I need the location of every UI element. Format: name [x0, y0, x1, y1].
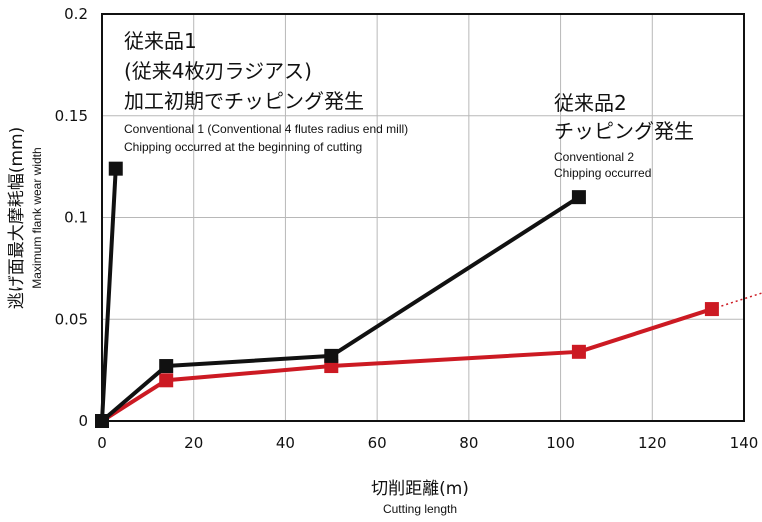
x-tick-label: 80: [459, 434, 478, 452]
x-tick-label: 140: [730, 434, 759, 452]
x-axis-ticks: 0 20 40 60 80 100 120 140: [97, 434, 758, 452]
y-tick-label: 0.15: [55, 107, 88, 125]
x-tick-label: 20: [184, 434, 203, 452]
x-axis-label-en: Cutting length: [383, 502, 457, 516]
plot-frame: [101, 13, 745, 422]
y-tick-label: 0.05: [55, 310, 88, 328]
data-point: [324, 348, 339, 363]
conv1-note: 加工初期でチッピング発生: [124, 89, 364, 113]
x-tick-label: 100: [546, 434, 575, 452]
y-tick-label: 0: [78, 412, 88, 430]
series-1: [95, 161, 586, 428]
conv2-en-line-1: Conventional 2: [554, 150, 634, 164]
y-tick-label: 0.2: [64, 5, 88, 23]
annotation-conventional-1: 従来品1 (従来4枚刃ラジアス) 加工初期でチッピング発生 Convention…: [124, 29, 408, 154]
y-axis-label: 逃げ面最大摩耗幅(mm): [7, 127, 27, 309]
x-tick-label: 40: [276, 434, 295, 452]
data-point: [704, 302, 719, 317]
data-point: [159, 359, 174, 374]
data-point: [571, 344, 586, 359]
y-tick-label: 0.1: [64, 209, 88, 227]
y-axis-label-en: Maximum flank wear width: [30, 147, 44, 288]
conv1-en-line-1: Conventional 1 (Conventional 4 flutes ra…: [124, 122, 408, 136]
conv1-title: 従来品1: [124, 29, 197, 53]
y-axis-ticks: 0 0.05 0.1 0.15 0.2: [55, 5, 88, 430]
conv2-title: 従来品2: [554, 91, 627, 115]
x-tick-label: 120: [638, 434, 667, 452]
conv2-en-line-2: Chipping occurred: [554, 166, 651, 180]
conv2-note: チッピング発生: [554, 119, 694, 143]
annotation-conventional-2: 従来品2 チッピング発生 Conventional 2 Chipping occ…: [554, 91, 694, 180]
conv1-subtitle: (従来4枚刃ラジアス): [124, 59, 312, 83]
x-tick-label: 0: [97, 434, 107, 452]
series-line: [100, 166, 580, 423]
series-layer: [95, 161, 762, 428]
data-point: [571, 190, 586, 205]
x-tick-label: 60: [368, 434, 387, 452]
series-0: [95, 292, 762, 428]
trend-extension: [711, 292, 762, 310]
x-axis-label: 切削距離(m): [371, 479, 469, 499]
data-point: [108, 161, 123, 176]
conv1-en-line-2: Chipping occurred at the beginning of cu…: [124, 140, 362, 154]
data-point: [159, 373, 174, 388]
